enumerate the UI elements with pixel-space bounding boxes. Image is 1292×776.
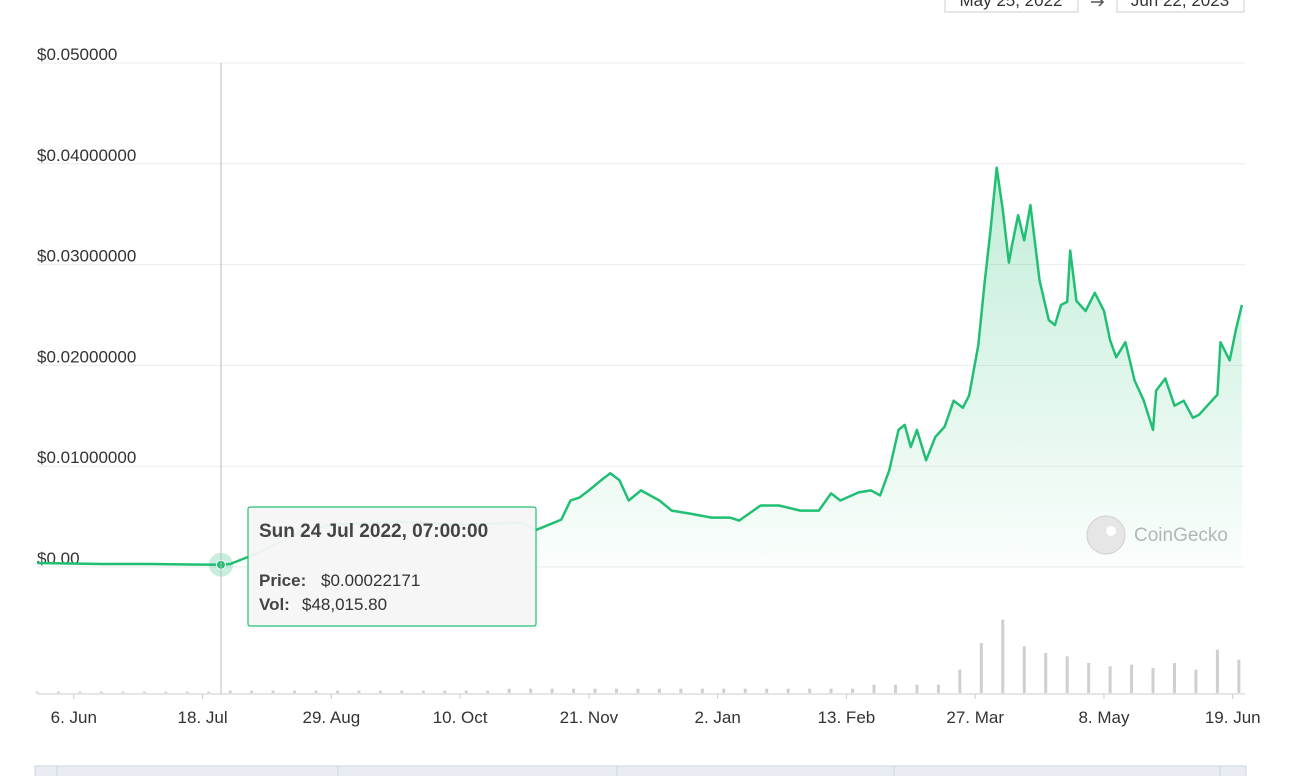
y-tick-label: $0.04000000 bbox=[37, 146, 136, 165]
x-tick-label: 6. Jun bbox=[51, 708, 97, 727]
watermark-logo-eye bbox=[1106, 526, 1116, 536]
date-range: May 25, 2022 Jun 22, 2023 bbox=[944, 0, 1245, 13]
volume-bar bbox=[271, 690, 275, 693]
volume-bar bbox=[1215, 649, 1219, 693]
bottom-navigator bbox=[34, 765, 1247, 776]
x-tick-label: 21. Nov bbox=[560, 708, 619, 727]
x-tick-label: 10. Oct bbox=[433, 708, 488, 727]
volume-bar bbox=[1194, 669, 1198, 693]
volume-bar bbox=[1237, 659, 1241, 693]
volume-bar bbox=[893, 684, 897, 693]
volume-bar bbox=[99, 691, 103, 693]
volume-bar bbox=[1065, 656, 1069, 693]
volume-bar bbox=[872, 684, 876, 693]
volume-bar bbox=[314, 690, 318, 693]
volume-bar bbox=[464, 690, 468, 693]
volume-bar bbox=[1151, 668, 1155, 693]
volume-bar bbox=[1087, 663, 1091, 693]
volume-bar bbox=[185, 691, 189, 693]
tooltip-box bbox=[247, 506, 537, 627]
volume-bar bbox=[207, 691, 211, 693]
volume-bar bbox=[851, 688, 855, 693]
volume-bar bbox=[636, 688, 640, 693]
x-tick-label: 19. Jun bbox=[1205, 708, 1261, 727]
tooltip-date: Sun 24 Jul 2022, 07:00:00 bbox=[259, 521, 488, 542]
volume-bar bbox=[1130, 664, 1134, 693]
volume-bar bbox=[915, 684, 919, 693]
volume-bar bbox=[250, 690, 254, 693]
y-tick-label: $0.050000 bbox=[37, 45, 117, 64]
x-tick-label: 2. Jan bbox=[694, 708, 740, 727]
volume-bar bbox=[378, 690, 382, 693]
x-tick-label: 8. May bbox=[1078, 708, 1130, 727]
volume-bar bbox=[958, 669, 962, 693]
volume-bar bbox=[335, 690, 339, 693]
volume-bar bbox=[700, 688, 704, 693]
y-tick-label: $0.03000000 bbox=[37, 247, 136, 266]
volume-bar bbox=[614, 688, 618, 693]
watermark: CoinGecko bbox=[1086, 515, 1228, 555]
range-arrow bbox=[1091, 0, 1105, 7]
volume-bar bbox=[1108, 666, 1112, 693]
volume-bar bbox=[421, 690, 425, 693]
price-line bbox=[36, 166, 1244, 567]
volume-bar bbox=[979, 643, 983, 693]
plot bbox=[36, 166, 1244, 577]
tooltip-price-label: Price: bbox=[259, 571, 306, 590]
navigator[interactable] bbox=[34, 765, 1247, 776]
volume-bar bbox=[35, 691, 39, 693]
tooltip-volume-label: Vol: bbox=[259, 595, 290, 614]
volume-bar bbox=[164, 691, 168, 693]
volume-bar bbox=[443, 690, 447, 693]
volume-bar bbox=[78, 691, 82, 693]
volume-bar bbox=[142, 691, 146, 693]
volume-bar bbox=[529, 688, 533, 693]
volume-bar bbox=[1044, 653, 1048, 693]
volume-bar bbox=[657, 688, 661, 693]
volume-bar bbox=[121, 691, 125, 693]
volume-bar bbox=[572, 688, 576, 693]
volume-bars bbox=[35, 619, 1241, 693]
volume-bar bbox=[808, 688, 812, 693]
volume-bar bbox=[1001, 619, 1005, 693]
x-tick-label: 18. Jul bbox=[178, 708, 228, 727]
watermark-text: CoinGecko bbox=[1134, 525, 1228, 546]
volume-bar bbox=[486, 690, 490, 693]
volume-bar bbox=[593, 688, 597, 693]
tooltip-price: $0.00022171 bbox=[321, 571, 420, 590]
y-tick-label: $0.01000000 bbox=[37, 448, 136, 467]
volume-bar bbox=[293, 690, 297, 693]
date-to-box[interactable] bbox=[1116, 0, 1245, 13]
volume-bar bbox=[56, 691, 60, 693]
volume-bar bbox=[400, 690, 404, 693]
volume-bar bbox=[743, 688, 747, 693]
date-to: Jun 22, 2023 bbox=[1131, 0, 1229, 10]
date-from-box[interactable] bbox=[944, 0, 1079, 13]
volume-bar bbox=[722, 688, 726, 693]
volume-bar bbox=[936, 684, 940, 693]
volume-bar bbox=[786, 688, 790, 693]
volume-bar bbox=[829, 688, 833, 693]
tooltip: Sun 24 Jul 2022, 07:00:00 Price: $0.0002… bbox=[220, 63, 537, 694]
volume-bar bbox=[1172, 663, 1176, 693]
x-tick-label: 13. Feb bbox=[818, 708, 876, 727]
volume-bar bbox=[765, 688, 769, 693]
watermark-logo bbox=[1086, 515, 1126, 555]
volume-bar bbox=[550, 688, 554, 693]
volume-bar bbox=[679, 688, 683, 693]
grid: $0.00$0.01000000$0.02000000$0.03000000$0… bbox=[37, 45, 1261, 727]
volume-bar bbox=[357, 690, 361, 693]
volume-bar bbox=[507, 688, 511, 693]
price-area bbox=[37, 167, 1242, 568]
date-from: May 25, 2022 bbox=[959, 0, 1062, 10]
y-tick-label: $0.02000000 bbox=[37, 347, 136, 366]
volume-bar bbox=[1022, 646, 1026, 693]
volume-bar bbox=[228, 690, 232, 693]
x-tick-label: 27. Mar bbox=[946, 708, 1004, 727]
x-tick-label: 29. Aug bbox=[302, 708, 360, 727]
tooltip-volume: $48,015.80 bbox=[302, 595, 387, 614]
